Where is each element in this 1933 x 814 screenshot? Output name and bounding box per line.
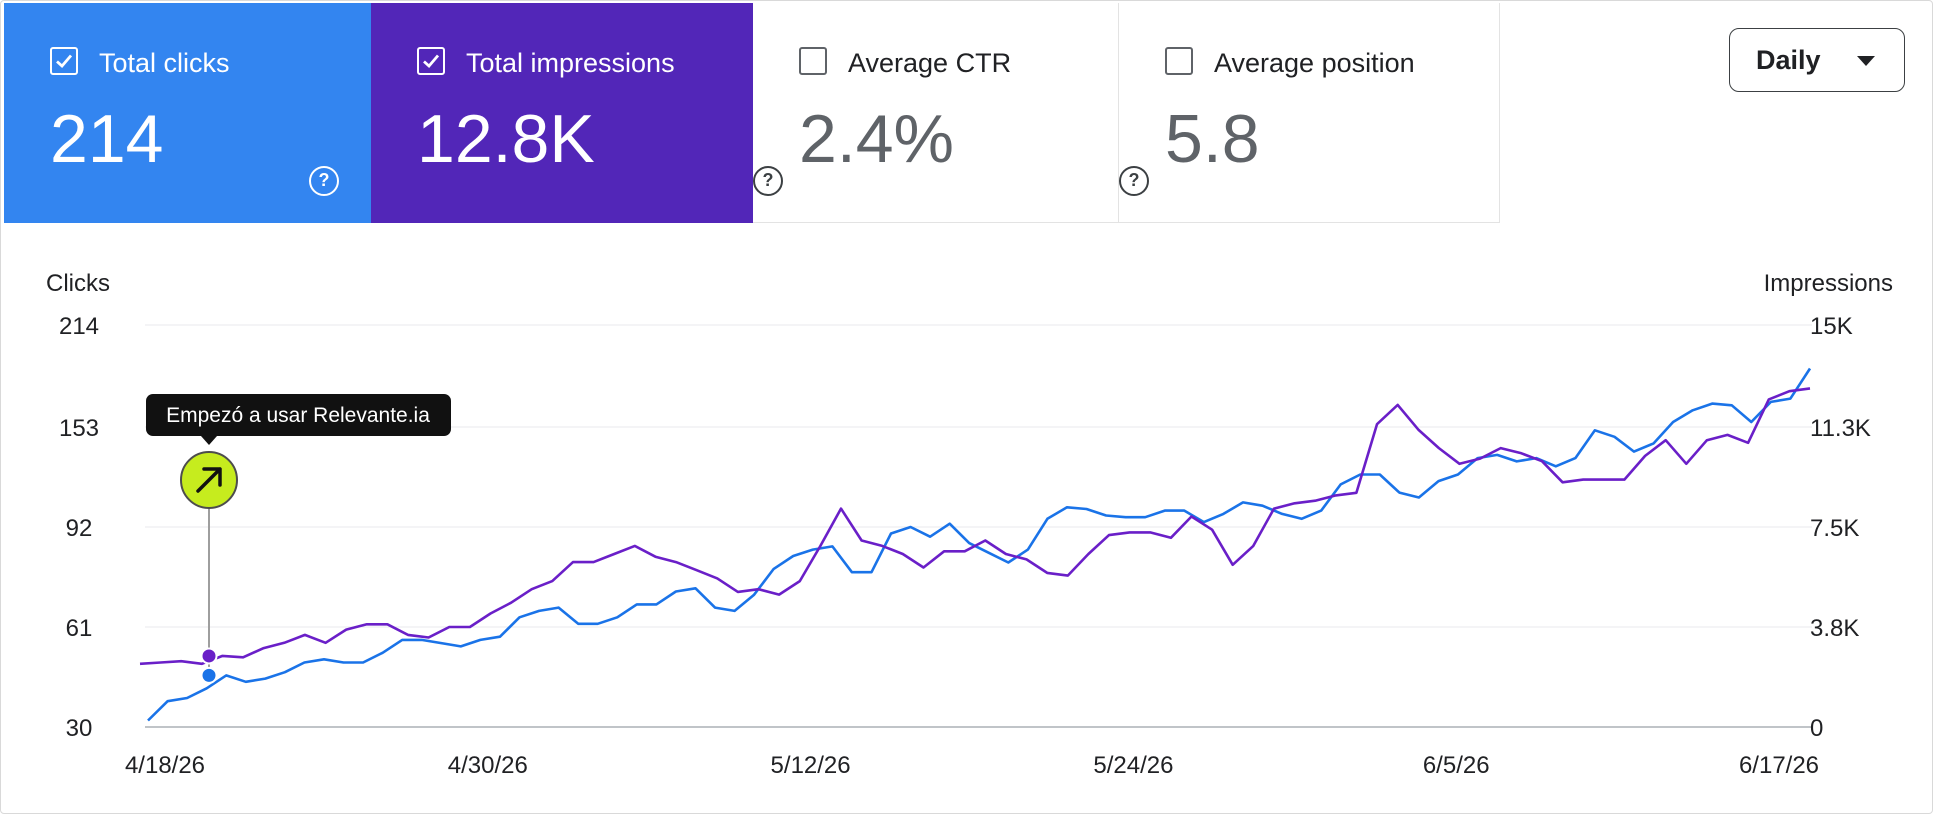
y-left-axis-title: Clicks xyxy=(46,270,110,297)
x-tick-label: 4/30/26 xyxy=(448,752,528,779)
y-right-tick-label: 15K xyxy=(1810,313,1853,340)
annotation-text: Empezó a usar Relevante.ia xyxy=(166,404,430,427)
annotation-point-impressions xyxy=(200,647,218,665)
series-lines xyxy=(139,367,1812,722)
series-line-impressions xyxy=(139,387,1811,666)
y-left-tick-label: 30 xyxy=(66,715,93,742)
period-dropdown-value: Daily xyxy=(1756,45,1821,75)
y-left-tick-label: 153 xyxy=(59,415,99,442)
metric-card-average-position[interactable]: Average position 5.8 ? xyxy=(1119,3,1500,223)
y-right-tick-label: 7.5K xyxy=(1810,515,1859,542)
x-tick-label: 6/5/26 xyxy=(1423,752,1490,779)
metric-label: Average position xyxy=(1214,48,1415,78)
annotation: Empezó a usar Relevante.ia xyxy=(146,394,451,684)
caret-down-icon xyxy=(1857,56,1875,66)
y-right-axis-title: Impressions xyxy=(1764,270,1893,297)
y-right-tick-label: 11.3K xyxy=(1810,415,1871,442)
annotation-point-clicks xyxy=(200,666,218,684)
period-dropdown[interactable]: Daily xyxy=(1729,28,1905,92)
metric-label: Total clicks xyxy=(99,48,230,78)
grid-lines xyxy=(145,324,1812,728)
metric-value: 214 xyxy=(50,101,164,177)
help-circle-icon[interactable]: ? xyxy=(1119,166,1149,196)
metric-label: Total impressions xyxy=(466,48,675,78)
metric-label: Average CTR xyxy=(848,48,1012,78)
x-tick-label: 5/12/26 xyxy=(771,752,851,779)
y-left-tick-label: 61 xyxy=(66,615,93,642)
y-left-tick-label: 214 xyxy=(59,313,99,340)
x-tick-label: 4/18/26 xyxy=(125,752,205,779)
metric-cards: Total clicks 214 ? Total impressions 12.… xyxy=(4,3,1500,223)
x-tick-label: 5/24/26 xyxy=(1093,752,1173,779)
metric-card-total-clicks[interactable]: Total clicks 214 ? xyxy=(4,3,371,223)
x-tick-label: 6/17/26 xyxy=(1739,752,1819,779)
help-circle-icon[interactable]: ? xyxy=(753,166,783,196)
annotation-tooltip: Empezó a usar Relevante.ia xyxy=(146,394,451,445)
metric-card-total-impressions[interactable]: Total impressions 12.8K ? xyxy=(371,3,1086,223)
checkbox-unchecked-icon[interactable] xyxy=(799,47,827,75)
checkbox-checked-icon[interactable] xyxy=(50,47,78,75)
help-circle-icon[interactable]: ? xyxy=(309,166,339,196)
y-right-tick-label: 0 xyxy=(1810,715,1823,742)
checkbox-checked-icon[interactable] xyxy=(417,47,445,75)
y-left-tick-label: 92 xyxy=(66,515,93,542)
y-right-tick-label: 3.8K xyxy=(1810,615,1859,642)
axes: 30 0 61 3.8K 92 7.5K 153 11.3K 214 15K Clicks Impre… xyxy=(46,270,1893,779)
metric-card-average-ctr[interactable]: Average CTR 2.4% ? xyxy=(753,3,1119,223)
arrow-up-right-icon[interactable] xyxy=(180,451,238,509)
metric-value: 5.8 xyxy=(1165,101,1260,177)
metric-value: 2.4% xyxy=(799,101,954,177)
metric-value: 12.8K xyxy=(417,101,595,177)
checkbox-unchecked-icon[interactable] xyxy=(1165,47,1193,75)
